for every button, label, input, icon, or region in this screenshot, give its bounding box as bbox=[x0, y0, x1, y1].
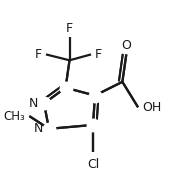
Text: N: N bbox=[34, 122, 43, 135]
Text: F: F bbox=[95, 48, 102, 61]
Text: F: F bbox=[66, 22, 73, 35]
Text: CH₃: CH₃ bbox=[4, 110, 25, 123]
Text: OH: OH bbox=[142, 101, 161, 114]
Text: O: O bbox=[121, 39, 131, 52]
Text: N: N bbox=[29, 97, 38, 110]
Text: Cl: Cl bbox=[87, 158, 99, 171]
Text: F: F bbox=[35, 48, 42, 61]
